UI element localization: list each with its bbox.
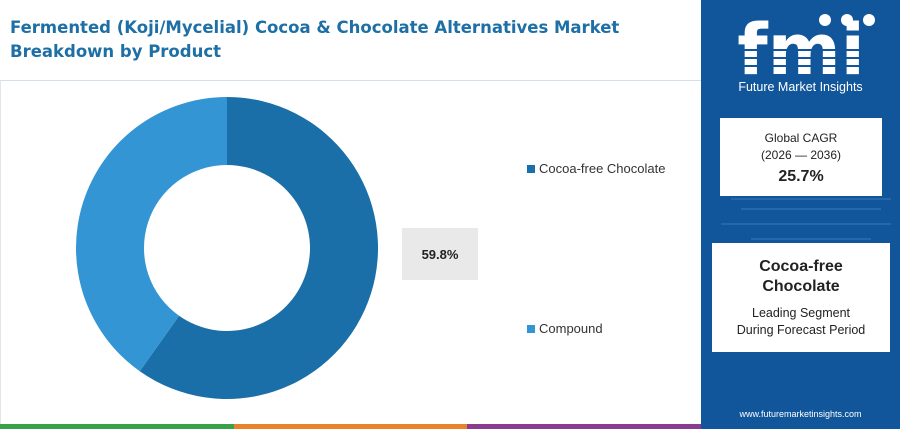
cagr-period: (2026 — 2036) bbox=[760, 148, 842, 162]
cagr-label: Global CAGR bbox=[764, 131, 838, 145]
value-callout: 59.8% bbox=[402, 228, 478, 280]
decorative-lines bbox=[721, 198, 891, 240]
donut-chart bbox=[76, 97, 379, 399]
donut-slice-cocoa-free-chocolate bbox=[139, 97, 379, 399]
website-url: www.futuremarketinsights.com bbox=[739, 409, 862, 419]
chart-panel: Fermented (Koji/Mycelial) Cocoa & Chocol… bbox=[0, 18, 702, 429]
globe-icon bbox=[819, 14, 831, 26]
chart-area: Cocoa-free Chocolate Compound bbox=[0, 81, 701, 424]
person-icon bbox=[841, 14, 853, 26]
title-divider bbox=[0, 80, 701, 81]
segment-desc-line2: During Forecast Period bbox=[736, 323, 866, 337]
cagr-value: 25.7% bbox=[778, 168, 824, 185]
bottom-bar-orange bbox=[233, 424, 468, 429]
cagr-card: Global CAGR (2026 — 2036) 25.7% bbox=[720, 118, 882, 196]
legend-swatch-compound bbox=[527, 324, 535, 333]
legend-item-compound: Compound bbox=[527, 321, 603, 336]
legend-label: Compound bbox=[539, 321, 603, 336]
bottom-bar-green bbox=[0, 424, 234, 429]
brand-panel: fmi Future Market Insights Global CAGR (… bbox=[701, 0, 900, 429]
leading-segment-name: Cocoa-free Chocolate bbox=[759, 258, 843, 295]
gear-icon bbox=[863, 14, 875, 26]
donut-slice-compound bbox=[76, 97, 228, 372]
segment-desc-line1: Leading Segment bbox=[752, 306, 850, 320]
fmi-logo: fmi bbox=[731, 9, 875, 91]
bottom-bar-purple bbox=[467, 424, 702, 429]
brand-name: Future Market Insights bbox=[738, 80, 863, 94]
legend-item-cocoa-free-chocolate: Cocoa-free Chocolate bbox=[527, 161, 665, 176]
bottom-color-bar bbox=[0, 424, 702, 429]
legend-swatch-cocoa-free-chocolate bbox=[527, 164, 535, 173]
leading-segment-card: Cocoa-free Chocolate Leading Segment Dur… bbox=[712, 243, 890, 352]
page-title: Fermented (Koji/Mycelial) Cocoa & Chocol… bbox=[10, 18, 620, 61]
legend-label: Cocoa-free Chocolate bbox=[539, 161, 666, 176]
